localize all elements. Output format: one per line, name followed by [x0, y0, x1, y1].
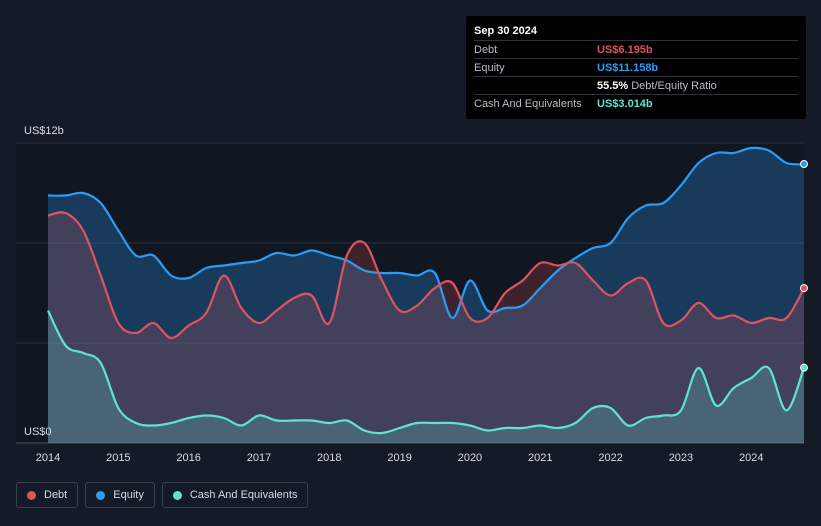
equity-end-marker — [800, 160, 808, 169]
x-tick-label: 2023 — [669, 452, 693, 464]
series-lines — [47, 146, 806, 435]
legend-label: Cash And Equivalents — [189, 489, 298, 501]
tooltip-label: Cash And Equivalents — [474, 98, 582, 110]
tooltip-label — [474, 78, 597, 94]
chart-legend: Debt Equity Cash And Equivalents — [16, 482, 309, 508]
x-tick-label: 2022 — [598, 452, 622, 464]
tooltip-ratio-label: Debt/Equity Ratio — [631, 80, 717, 92]
debt-end-marker — [800, 284, 808, 293]
cash-and-equivalents-end-marker — [800, 363, 808, 372]
debt-area — [48, 212, 804, 443]
x-tick-label: 2021 — [528, 452, 552, 464]
legend-dot-debt — [27, 490, 36, 500]
legend-item-equity[interactable]: Equity — [85, 482, 155, 508]
x-tick-label: 2018 — [317, 452, 341, 464]
tooltip-row-equity: Equity US$11.158b — [474, 58, 798, 76]
legend-label: Debt — [44, 489, 68, 501]
y-axis-label-max: US$12b — [24, 125, 64, 137]
tooltip-row-cash: Cash And Equivalents US$3.014b — [474, 94, 798, 112]
legend-item-debt[interactable]: Debt — [16, 482, 79, 508]
data-tooltip: Sep 30 2024 Debt US$6.195b Equity US$11.… — [466, 16, 806, 119]
debt-line — [47, 211, 805, 340]
tooltip-label: Equity — [474, 62, 505, 74]
legend-item-cash[interactable]: Cash And Equivalents — [161, 482, 309, 508]
x-tick-label: 2020 — [458, 452, 482, 464]
plot-background — [16, 143, 804, 443]
equity-line — [47, 146, 805, 320]
x-axis-tick-labels: 2014 2015 2016 2017 2018 2019 2020 2021 2022 2023… — [36, 452, 764, 464]
tooltip-date: Sep 30 2024 — [474, 25, 537, 37]
cash-and-equivalents-area — [48, 310, 804, 443]
y-axis-labels: US$12b US$0 — [24, 125, 64, 438]
x-tick-label: 2015 — [106, 452, 130, 464]
tooltip-row-ratio: 55.5% Debt/Equity Ratio — [474, 76, 798, 94]
grid-lines — [16, 142, 804, 444]
tooltip-label: Debt — [474, 44, 498, 56]
legend-dot-equity — [96, 490, 106, 500]
y-axis-label-min: US$0 — [24, 426, 52, 438]
x-tick-label: 2024 — [739, 452, 763, 464]
tooltip-value-ratio: 55.5% — [597, 80, 629, 92]
x-tick-label: 2014 — [36, 452, 60, 464]
tooltip-value-debt: US$6.195b — [597, 44, 653, 56]
legend-dot-cash — [172, 490, 182, 500]
series-end-markers — [800, 160, 808, 372]
x-tick-label: 2019 — [387, 452, 411, 464]
cash-and-equivalents-line — [47, 310, 806, 435]
tooltip-row-debt: Debt US$6.195b — [474, 40, 798, 58]
tooltip-value-cash: US$3.014b — [597, 98, 653, 110]
legend-label: Equity — [113, 489, 144, 501]
x-tick-label: 2017 — [247, 452, 271, 464]
tooltip-value-equity: US$11.158b — [597, 62, 659, 74]
x-tick-label: 2016 — [176, 452, 200, 464]
